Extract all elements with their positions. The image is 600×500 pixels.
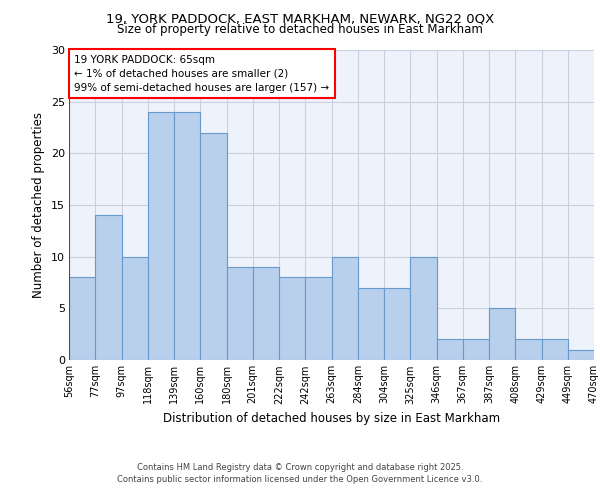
Bar: [437, 340, 463, 360]
Text: Contains public sector information licensed under the Open Government Licence v3: Contains public sector information licen…: [118, 474, 482, 484]
Bar: [227, 267, 253, 360]
Bar: [279, 278, 305, 360]
Bar: [200, 132, 227, 360]
Bar: [174, 112, 200, 360]
Text: 19, YORK PADDOCK, EAST MARKHAM, NEWARK, NG22 0QX: 19, YORK PADDOCK, EAST MARKHAM, NEWARK, …: [106, 12, 494, 26]
Bar: [358, 288, 384, 360]
Text: Size of property relative to detached houses in East Markham: Size of property relative to detached ho…: [117, 24, 483, 36]
Bar: [384, 288, 410, 360]
Bar: [121, 256, 148, 360]
Bar: [148, 112, 174, 360]
X-axis label: Distribution of detached houses by size in East Markham: Distribution of detached houses by size …: [163, 412, 500, 425]
Text: 19 YORK PADDOCK: 65sqm
← 1% of detached houses are smaller (2)
99% of semi-detac: 19 YORK PADDOCK: 65sqm ← 1% of detached …: [74, 54, 329, 92]
Bar: [69, 278, 95, 360]
Y-axis label: Number of detached properties: Number of detached properties: [32, 112, 45, 298]
Bar: [305, 278, 331, 360]
Bar: [489, 308, 515, 360]
Text: Contains HM Land Registry data © Crown copyright and database right 2025.: Contains HM Land Registry data © Crown c…: [137, 464, 463, 472]
Bar: [410, 256, 437, 360]
Bar: [331, 256, 358, 360]
Bar: [253, 267, 279, 360]
Bar: [95, 216, 121, 360]
Bar: [542, 340, 568, 360]
Bar: [463, 340, 489, 360]
Bar: [515, 340, 542, 360]
Bar: [568, 350, 594, 360]
